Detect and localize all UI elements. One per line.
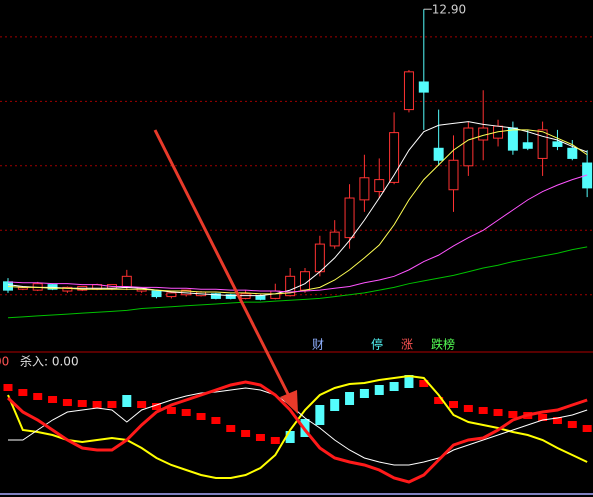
- signal-bar: [389, 382, 399, 391]
- candle-body: [270, 290, 281, 299]
- candle-body: [329, 231, 340, 247]
- signal-bar: [285, 431, 295, 443]
- candle-body: [359, 177, 370, 201]
- signal-bar: [508, 411, 518, 418]
- candle-body: [433, 147, 444, 161]
- arrow: [153, 129, 298, 414]
- signal-bar: [493, 409, 503, 416]
- signal-bar: [77, 400, 87, 407]
- signal-bar: [404, 375, 414, 388]
- candle-body: [389, 132, 400, 183]
- candle-body: [567, 147, 578, 159]
- signal-bar: [567, 421, 577, 428]
- candle-body: [507, 127, 518, 151]
- signal-bar: [270, 437, 280, 444]
- indicator-panel: [3, 374, 592, 484]
- signal-bar: [211, 417, 221, 424]
- signal-bar: [18, 389, 28, 396]
- candle-body: [374, 179, 385, 193]
- candle-body: [285, 275, 296, 297]
- signal-bar: [330, 399, 340, 411]
- candle-body: [403, 71, 414, 111]
- signal-bar: [582, 425, 592, 432]
- candle-body: [255, 295, 266, 300]
- ma-line: [7, 121, 588, 297]
- signal-bar: [374, 385, 384, 395]
- signal-bar: [226, 425, 236, 432]
- candle-body: [344, 197, 355, 239]
- indicator-line: [6, 380, 588, 484]
- signal-bar: [552, 417, 562, 424]
- signal-bar: [107, 401, 117, 408]
- indicator-line: [8, 387, 588, 466]
- indicator-label: 杀入: 0.00: [20, 354, 79, 369]
- arrow-head: [280, 390, 298, 414]
- signal-bar: [62, 399, 72, 406]
- signal-bar: [166, 407, 176, 414]
- signal-bar: [241, 430, 251, 437]
- signal-bar: [196, 413, 206, 420]
- signal-bar: [92, 401, 102, 408]
- signal-bar: [345, 392, 355, 405]
- high-label: 12.90: [432, 3, 466, 17]
- candle-body: [478, 127, 489, 141]
- annotation: 跌榜: [431, 337, 455, 352]
- signal-bar: [538, 414, 548, 421]
- signal-bar: [122, 395, 132, 407]
- signal-bar: [3, 384, 13, 391]
- candle-body: [552, 141, 563, 147]
- annotation: 财: [312, 338, 324, 352]
- candle-body: [121, 275, 132, 288]
- signal-bar: [315, 405, 325, 425]
- signal-bar: [137, 401, 147, 408]
- candle-body: [448, 159, 459, 191]
- candle-body: [225, 294, 236, 299]
- signal-bar: [48, 396, 58, 403]
- signal-bar: [255, 434, 265, 441]
- ma-line: [7, 246, 588, 319]
- signal-bar: [181, 409, 191, 416]
- candle-body: [314, 243, 325, 273]
- candle-body: [62, 286, 73, 292]
- candle-body: [166, 292, 177, 298]
- candle-body: [3, 281, 13, 291]
- signal-bar: [449, 401, 458, 408]
- signal-bar: [419, 380, 429, 387]
- candle-body: [210, 293, 221, 299]
- candle-body: [463, 127, 474, 167]
- annotation: 停: [371, 337, 383, 352]
- signal-bar: [152, 403, 161, 410]
- candle-body: [522, 142, 533, 149]
- candle-body: [537, 129, 548, 159]
- signal-bar: [359, 389, 369, 398]
- annotation: 涨: [401, 337, 413, 352]
- candle-body: [151, 290, 162, 298]
- ma-line: [7, 174, 588, 293]
- arrow-shaft: [153, 129, 292, 399]
- signal-bar: [463, 405, 473, 412]
- indicator-label: 00: [0, 355, 9, 369]
- candle-body: [418, 81, 429, 93]
- signal-bar: [478, 407, 488, 414]
- signal-bar: [33, 393, 43, 400]
- ma-line: [7, 129, 588, 295]
- price-panel: 12.90: [0, 3, 593, 319]
- signal-bar: [434, 397, 444, 404]
